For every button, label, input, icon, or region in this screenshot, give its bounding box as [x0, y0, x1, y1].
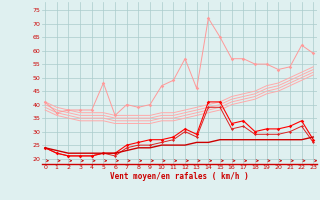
X-axis label: Vent moyen/en rafales ( km/h ): Vent moyen/en rafales ( km/h )	[110, 172, 249, 181]
